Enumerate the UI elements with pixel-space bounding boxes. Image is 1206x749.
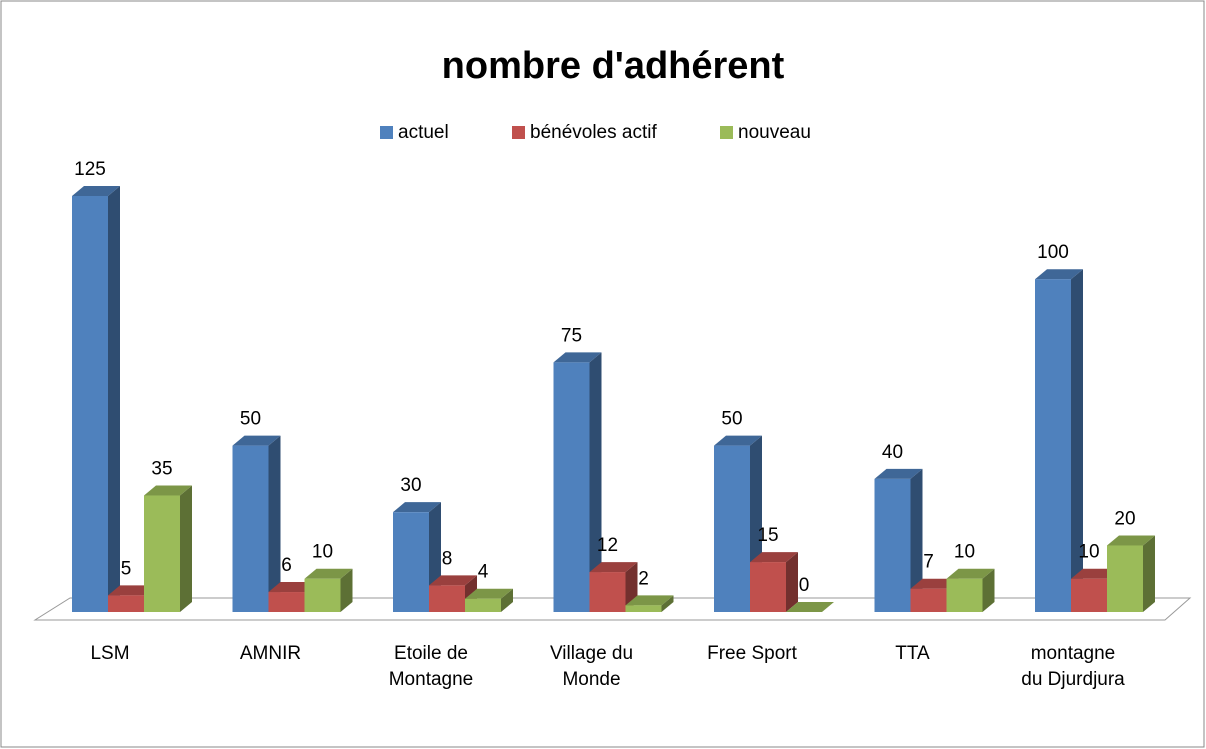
x-tick-label: AMNIR	[239, 643, 302, 664]
data-label: 2	[638, 568, 649, 589]
data-label: 8	[442, 548, 453, 569]
x-tick-label: TTA	[895, 643, 930, 664]
data-label: 10	[1078, 542, 1099, 563]
floor	[33, 597, 1192, 621]
data-label: 15	[757, 525, 778, 546]
data-label: 6	[281, 555, 292, 576]
bar-top	[553, 352, 602, 363]
bar-side	[589, 352, 602, 612]
bar-top	[429, 575, 477, 586]
data-label: 40	[882, 442, 903, 463]
bar-top	[72, 186, 120, 196]
bar-top	[874, 468, 923, 479]
bar-side	[501, 588, 513, 612]
bar-top	[946, 568, 995, 579]
x-tick-label: Village du Monde	[549, 643, 634, 690]
bar	[108, 595, 144, 612]
data-label: 4	[478, 562, 489, 583]
bar	[268, 592, 305, 612]
data-label: 5	[121, 558, 132, 579]
bar	[1107, 545, 1143, 612]
bar-top	[1107, 535, 1155, 546]
data-label: 12	[597, 535, 618, 556]
legend-swatch	[380, 126, 393, 139]
data-label: 50	[240, 409, 261, 430]
legend-label: actuel	[398, 122, 449, 143]
bar-top	[144, 485, 192, 496]
bar-top	[304, 568, 353, 579]
bar	[304, 578, 341, 612]
data-label: 0	[799, 575, 810, 596]
bar-side	[1143, 535, 1155, 612]
bar	[72, 196, 108, 612]
bar	[144, 495, 180, 612]
data-label: 75	[561, 325, 582, 346]
data-label: 30	[400, 475, 421, 496]
legend-swatch	[720, 126, 733, 139]
bar-side	[180, 485, 192, 612]
bar	[589, 572, 626, 612]
x-tick-label: Etoile de Montagne	[388, 643, 474, 690]
bar	[714, 445, 750, 612]
data-label: 35	[151, 459, 172, 480]
data-label: 125	[74, 159, 106, 180]
bar	[1035, 279, 1071, 612]
data-label: 20	[1114, 508, 1135, 529]
bar-side	[982, 568, 995, 612]
x-tick-label: LSM	[90, 643, 130, 664]
x-tick-label: montagne du Djurdjura	[1021, 643, 1125, 690]
data-label: 100	[1037, 242, 1069, 263]
bar	[625, 605, 662, 612]
data-label: 10	[312, 542, 333, 563]
bar	[750, 562, 786, 612]
bar-top	[750, 552, 798, 563]
bar-top	[589, 562, 638, 573]
legend-label: bénévoles actif	[530, 122, 657, 143]
bar	[393, 512, 429, 612]
bar-side	[108, 186, 120, 612]
x-tick-label: Free Sport	[707, 643, 797, 664]
bar-top	[393, 502, 441, 513]
bar-top	[625, 595, 674, 606]
legend-label: nouveau	[738, 122, 811, 143]
data-label: 10	[954, 542, 975, 563]
bar-side	[910, 468, 923, 612]
data-label: 7	[923, 552, 934, 573]
bar	[232, 445, 269, 612]
bar-top	[786, 602, 834, 612]
bar	[874, 478, 911, 612]
bar	[1071, 578, 1107, 612]
bar	[553, 362, 590, 612]
bar	[465, 598, 501, 612]
bar-side	[340, 568, 353, 612]
bar-top	[1035, 269, 1083, 280]
bar-top	[714, 435, 762, 446]
bar-side	[268, 435, 281, 612]
legend-swatch	[512, 126, 525, 139]
bar-top	[232, 435, 281, 446]
bar-side	[786, 552, 798, 612]
bar-side	[661, 595, 674, 612]
bar	[429, 585, 465, 612]
bar	[910, 588, 947, 612]
bar-side	[1071, 269, 1083, 612]
data-label: 50	[721, 409, 742, 430]
bar-top	[465, 588, 513, 599]
bar	[946, 578, 983, 612]
chart-title: nombre d'adhérent	[442, 45, 785, 87]
